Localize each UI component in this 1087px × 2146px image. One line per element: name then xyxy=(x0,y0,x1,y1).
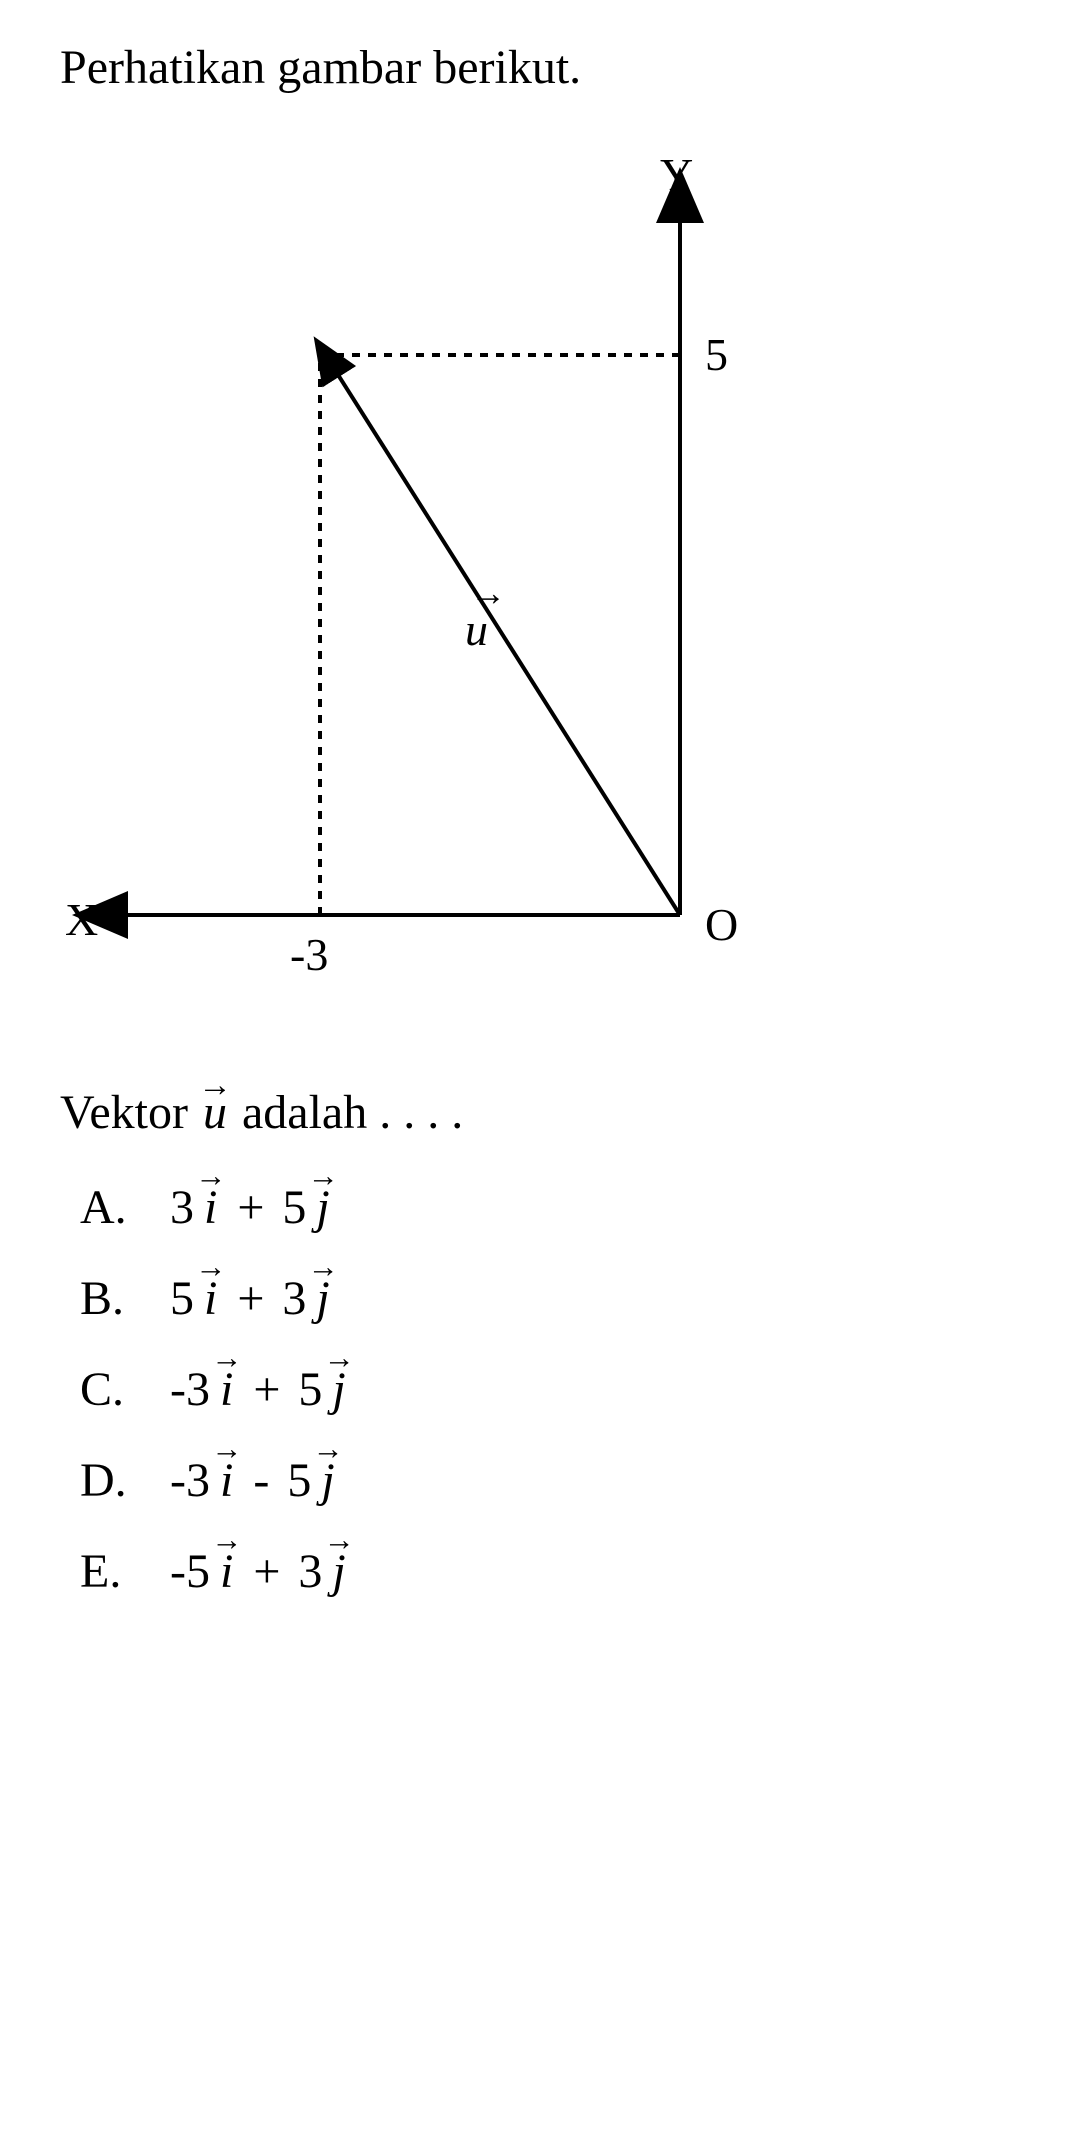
option-operator: + xyxy=(253,1544,280,1599)
option-vec-i: →i xyxy=(204,1180,217,1235)
option-letter: A. xyxy=(80,1180,170,1235)
vector-diagram: Y X O 5 -3 → u xyxy=(60,145,860,1045)
option-term2: 5 xyxy=(287,1453,311,1508)
question-vector-u: → u xyxy=(203,1085,227,1140)
arrow-over-icon: → xyxy=(195,1249,226,1285)
option-letter: E. xyxy=(80,1544,170,1599)
option-letter: C. xyxy=(80,1362,170,1417)
option-content: -3→i - 5→j xyxy=(170,1453,337,1508)
xval-label: -3 xyxy=(290,929,328,980)
option-vec-j: →j xyxy=(321,1453,334,1508)
option-row: A.3→i + 5→j xyxy=(80,1180,1027,1235)
u-label: u xyxy=(465,604,488,655)
option-term1: -3 xyxy=(170,1453,210,1508)
option-vec-j: →j xyxy=(316,1271,329,1326)
option-term1: -3 xyxy=(170,1362,210,1417)
question-text: Vektor → u adalah . . . . xyxy=(60,1085,1027,1140)
option-term1: 5 xyxy=(170,1271,194,1326)
option-vec-i: →i xyxy=(220,1544,233,1599)
diagram-svg: Y X O 5 -3 → u xyxy=(60,145,860,1045)
question-pre: Vektor xyxy=(60,1085,188,1140)
option-letter: B. xyxy=(80,1271,170,1326)
option-row: C.-3→i + 5→j xyxy=(80,1362,1027,1417)
option-operator: + xyxy=(253,1362,280,1417)
options-list: A.3→i + 5→jB.5→i + 3→jC.-3→i + 5→jD.-3→i… xyxy=(80,1180,1027,1599)
option-vec-i: →i xyxy=(220,1362,233,1417)
option-term2: 3 xyxy=(298,1544,322,1599)
option-vec-j: →j xyxy=(316,1180,329,1235)
option-letter: D. xyxy=(80,1453,170,1508)
option-vec-j: →j xyxy=(332,1362,345,1417)
option-term2: 3 xyxy=(282,1271,306,1326)
option-content: -3→i + 5→j xyxy=(170,1362,348,1417)
arrow-over-icon: → xyxy=(323,1522,354,1558)
option-content: 3→i + 5→j xyxy=(170,1180,332,1235)
option-operator: - xyxy=(253,1453,269,1508)
y-label: Y xyxy=(660,149,693,200)
arrow-over-icon: → xyxy=(211,1431,242,1467)
arrow-over-icon: → xyxy=(323,1340,354,1376)
arrow-over-icon: → xyxy=(195,1158,226,1194)
option-vec-i: →i xyxy=(204,1271,217,1326)
option-term1: 3 xyxy=(170,1180,194,1235)
option-row: B.5→i + 3→j xyxy=(80,1271,1027,1326)
arrow-over-icon: → xyxy=(198,1067,232,1105)
yval-label: 5 xyxy=(705,329,728,380)
option-term1: -5 xyxy=(170,1544,210,1599)
option-term2: 5 xyxy=(282,1180,306,1235)
vector-u xyxy=(335,370,680,915)
title-text: Perhatikan gambar berikut. xyxy=(60,40,1027,95)
option-content: -5→i + 3→j xyxy=(170,1544,348,1599)
option-content: 5→i + 3→j xyxy=(170,1271,332,1326)
option-term2: 5 xyxy=(298,1362,322,1417)
option-row: E.-5→i + 3→j xyxy=(80,1544,1027,1599)
option-row: D.-3→i - 5→j xyxy=(80,1453,1027,1508)
option-operator: + xyxy=(237,1180,264,1235)
arrow-over-icon: → xyxy=(211,1522,242,1558)
arrow-over-icon: → xyxy=(308,1249,339,1285)
option-vec-i: →i xyxy=(220,1453,233,1508)
option-vec-j: →j xyxy=(332,1544,345,1599)
arrow-over-icon: → xyxy=(211,1340,242,1376)
x-label: X xyxy=(65,894,98,945)
option-operator: + xyxy=(237,1271,264,1326)
o-label: O xyxy=(705,899,738,950)
arrow-over-icon: → xyxy=(308,1158,339,1194)
arrow-over-icon: → xyxy=(312,1431,343,1467)
question-post: adalah . . . . xyxy=(242,1085,463,1140)
